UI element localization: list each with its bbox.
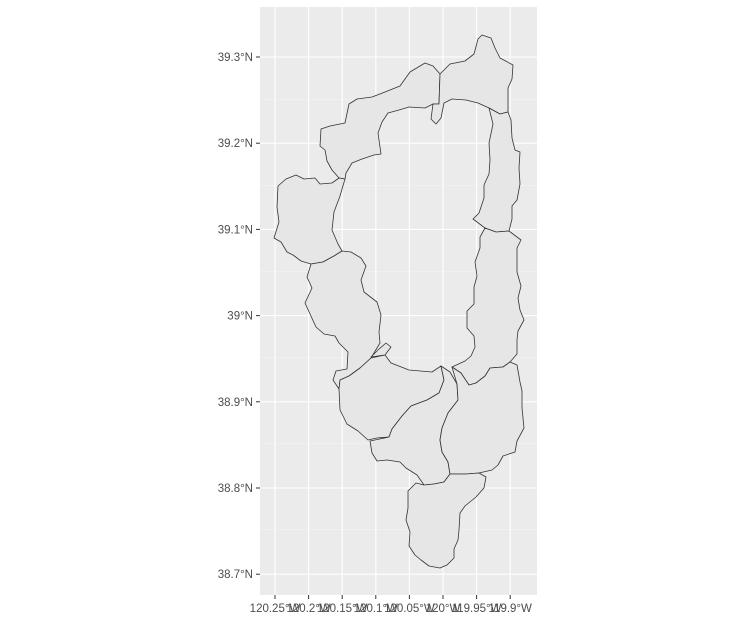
- lat-tick-label: 38.9°N: [218, 397, 253, 409]
- axis-ticks: [256, 56, 511, 599]
- lat-tick-label: 38.7°N: [218, 569, 253, 581]
- lon-tick-label: 120.15°W: [317, 603, 368, 615]
- south-shore-east-polygon: [439, 361, 525, 475]
- west-shore-upper-polygon: [273, 174, 346, 265]
- lat-tick-label: 39.3°N: [218, 52, 253, 64]
- emerald-bay-polygon: [370, 342, 392, 358]
- lat-tick-label: 39°N: [227, 311, 253, 323]
- lon-tick-label: 119.9°W: [489, 603, 533, 615]
- lon-axis-labels: 120.25°W120.2°W120.15°W120.1°W120.05°W12…: [250, 603, 532, 615]
- upper-truckee-polygon: [405, 472, 487, 569]
- lat-tick-label: 39.2°N: [218, 138, 253, 150]
- lat-axis-labels: 39.3°N 39.2°N 39.1°N 39°N 38.9°N 38.8°N 38.7°N: [218, 52, 253, 581]
- lon-tick-label: 120°W: [426, 603, 461, 615]
- east-shore-upper-polygon: [472, 107, 521, 233]
- lat-tick-label: 39.1°N: [218, 224, 253, 236]
- subwatershed-polygons: [273, 34, 525, 569]
- lon-tick-label: 120.1°W: [354, 603, 398, 615]
- lon-tick-label: 120.25°W: [250, 603, 301, 615]
- lon-tick-label: 120.05°W: [384, 603, 435, 615]
- lon-tick-label: 119.95°W: [452, 603, 502, 615]
- lat-tick-label: 38.8°N: [218, 483, 253, 495]
- lon-tick-label: 120.2°W: [286, 603, 330, 615]
